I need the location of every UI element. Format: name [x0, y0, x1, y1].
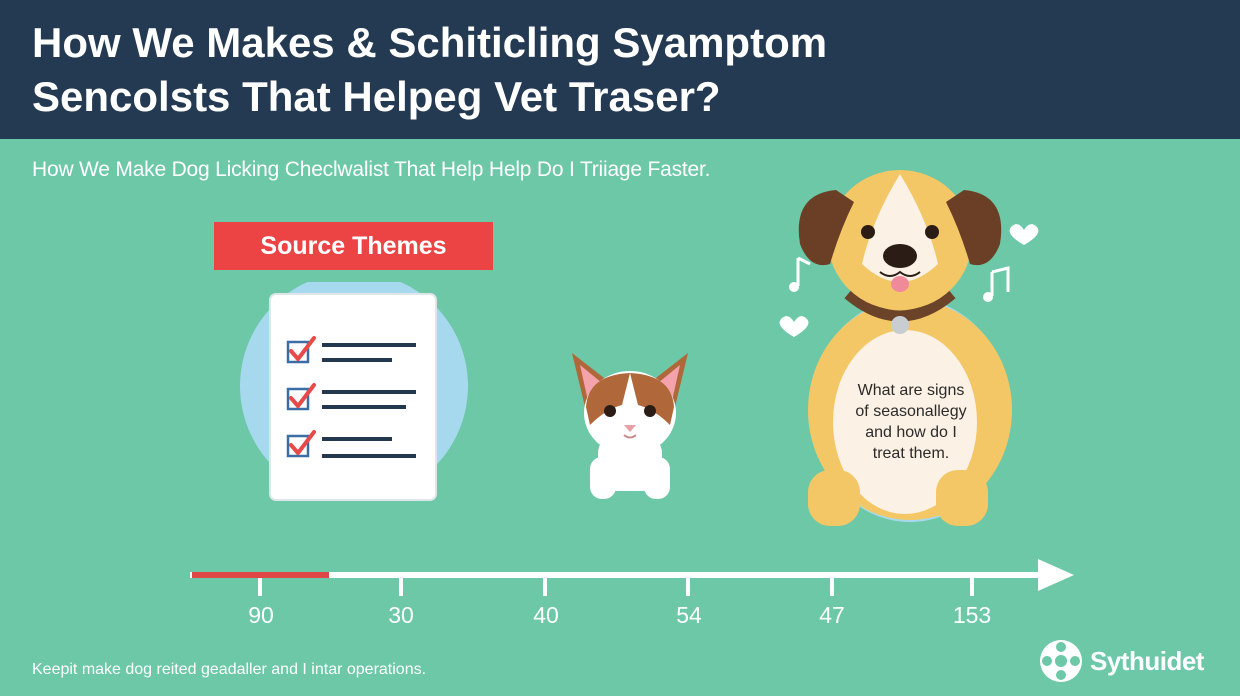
source-themes-label: Source Themes — [214, 222, 493, 270]
timeline-tick — [970, 578, 974, 596]
dog-illustration — [770, 160, 1060, 545]
timeline-label: 54 — [676, 602, 702, 628]
timeline-label: 47 — [819, 602, 845, 628]
checklist-line — [322, 454, 416, 458]
timeline-tick — [399, 578, 403, 596]
music-note-icon-head — [789, 282, 799, 292]
title-line-2: Sencolsts That Helpeg Vet Traser? — [32, 73, 721, 120]
checklist-item-3 — [286, 430, 416, 458]
checklist-item-2 — [286, 383, 416, 411]
timeline — [180, 550, 1080, 605]
dog-ear-left — [798, 190, 854, 266]
dog-question-line: What are signs — [857, 382, 965, 399]
left-ear-inner — [580, 365, 602, 401]
dog-nose — [883, 244, 917, 268]
checklist-line — [322, 358, 392, 362]
dog-belly — [833, 330, 977, 514]
checklist-paper — [269, 293, 437, 501]
timeline-progress — [192, 572, 329, 578]
brand-mark-icon — [1040, 640, 1082, 682]
timeline-label: 153 — [952, 602, 992, 628]
puppy-mouth — [623, 434, 637, 439]
checklist-line — [322, 405, 406, 409]
dog-face-blaze — [862, 174, 938, 282]
timeline-tick — [686, 578, 690, 596]
checkmark-icon — [289, 336, 316, 361]
heart-icon — [779, 316, 809, 337]
checkbox-icon — [286, 340, 310, 364]
brand-logo: Sythuidet — [1038, 638, 1204, 684]
dog-question-line: treat them. — [872, 445, 950, 462]
head-patch-left — [586, 373, 630, 425]
brand-name: Sythuidet — [1090, 645, 1204, 676]
checklist-item-1 — [286, 336, 416, 364]
timeline-tick — [543, 578, 547, 596]
checkbox-icon — [286, 434, 310, 458]
head-patch-right — [630, 373, 674, 425]
heart-icon — [1009, 224, 1039, 245]
dog-question-line: of seasonallegy — [855, 403, 967, 420]
checklist-line — [322, 343, 416, 347]
subtitle: How We Make Dog Licking Checlwalist That… — [32, 158, 711, 181]
dog-question-line: and how do I — [865, 424, 957, 441]
timeline-label: 30 — [388, 602, 414, 628]
timeline-tick — [258, 578, 262, 596]
right-ear-inner — [658, 365, 680, 401]
dog-paw-right — [936, 470, 988, 526]
timeline-label: 40 — [533, 602, 559, 628]
dog-question-text: What are signs of seasonallegy and how d… — [836, 380, 986, 464]
title-banner: How We Makes & Schiticling Syamptom Senc… — [0, 0, 1240, 139]
arrow-head-icon — [1038, 559, 1074, 591]
title-line-1: How We Makes & Schiticling Syamptom — [32, 19, 828, 66]
dog-eye-left — [861, 225, 875, 239]
front-leg-left — [590, 457, 616, 499]
checkmark-icon — [289, 383, 316, 408]
timeline-track — [190, 572, 1048, 578]
checklist-illustration — [236, 272, 476, 517]
checkbox-icon — [286, 387, 310, 411]
dog-paw-left — [808, 470, 860, 526]
collar-tag — [891, 316, 909, 334]
dog-ear-right — [946, 190, 1002, 266]
music-note-icon — [990, 266, 1010, 296]
footer-note: Keepit make dog reited geadaller and I i… — [32, 661, 427, 678]
page-title: How We Makes & Schiticling Syamptom Senc… — [32, 16, 1182, 124]
timeline-label: 90 — [248, 602, 274, 628]
front-leg-right — [644, 457, 670, 499]
dog-mouth — [879, 270, 921, 277]
dog-tongue — [891, 276, 909, 292]
checkmark-icon — [289, 430, 316, 455]
music-note-icon — [796, 256, 811, 286]
puppy-eye-left — [604, 405, 616, 417]
puppy-illustration — [560, 345, 700, 510]
dog-eye-right — [925, 225, 939, 239]
checklist-line — [322, 437, 392, 441]
timeline-tick — [830, 578, 834, 596]
checklist-line — [322, 390, 416, 394]
puppy-nose — [624, 425, 636, 432]
music-note-icon-head — [983, 292, 993, 302]
puppy-eye-right — [644, 405, 656, 417]
